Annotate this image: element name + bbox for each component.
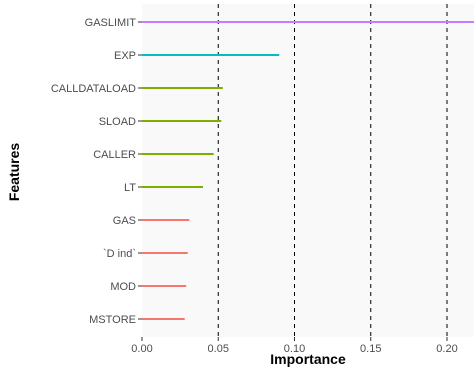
y-tick-label-0: GASLIMIT	[85, 17, 137, 29]
y-tick-label-9: MSTORE	[89, 314, 136, 326]
x-axis-title: Importance	[270, 351, 346, 367]
y-axis: GASLIMIT EXP CALLDATALOAD SLOAD CALLER LT GAS `…	[51, 17, 142, 326]
y-axis-title: Features	[6, 143, 22, 202]
y-tick-label-4: CALLER	[93, 149, 136, 161]
bar-series	[142, 21, 474, 320]
plot-panel	[142, 4, 474, 337]
y-tick-label-2: CALLDATALOAD	[51, 83, 136, 95]
y-tick-label-1: EXP	[114, 50, 136, 62]
y-tick-label-5: LT	[124, 182, 136, 194]
x-tick-label-0: 0.00	[131, 343, 152, 355]
x-tick-label-1: 0.05	[208, 343, 229, 355]
x-tick-label-2: 0.10	[284, 343, 305, 355]
x-axis: 0.00 0.05 0.10 0.15 0.20	[131, 337, 458, 355]
y-tick-label-7: `D ind`	[103, 248, 136, 260]
y-tick-label-8: MOD	[110, 281, 136, 293]
x-tick-label-4: 0.20	[436, 343, 457, 355]
y-tick-label-3: SLOAD	[99, 116, 136, 128]
y-tick-label-6: GAS	[113, 215, 136, 227]
x-tick-label-3: 0.15	[360, 343, 381, 355]
